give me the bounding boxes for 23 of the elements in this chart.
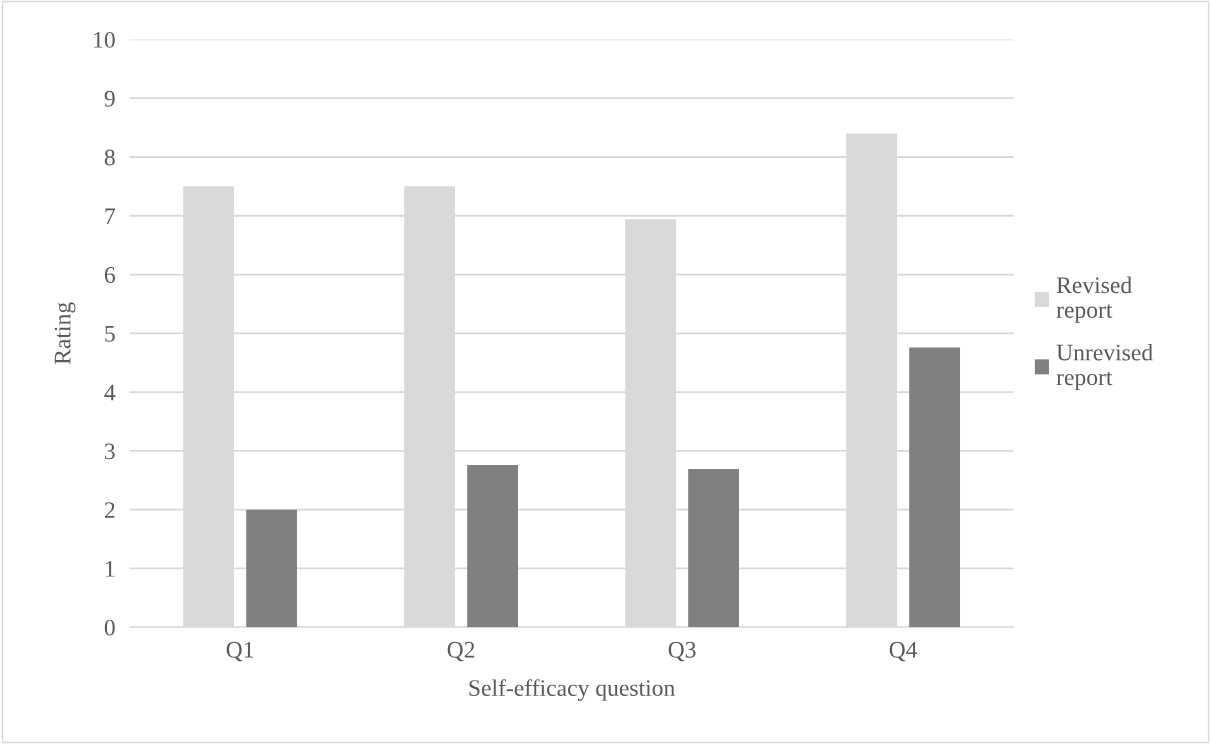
bar [688, 469, 740, 628]
x-tick-label: Q2 [447, 641, 475, 662]
y-tick-label: 9 [104, 90, 115, 107]
y-tick-label: 3 [105, 443, 115, 460]
y-tick-label: 8 [104, 149, 115, 166]
y-tick-label: 1 [105, 561, 115, 577]
bar [909, 347, 961, 628]
y-tick-label: 4 [104, 384, 116, 401]
x-tick-label: Q4 [889, 641, 918, 662]
x-tick-label: Q3 [668, 641, 696, 662]
y-tick-label: 0 [104, 619, 115, 636]
legend-label: Revised report [1056, 276, 1132, 323]
y-tick-label: 6 [104, 267, 115, 283]
y-tick-label: 10 [94, 31, 115, 48]
y-axis-title: Rating [54, 302, 76, 365]
y-tick-label: 5 [105, 326, 115, 342]
y-tick-label: 7 [105, 208, 116, 224]
legend-label: Unrevised report [1056, 343, 1153, 391]
x-tick-label: Q1 [226, 641, 254, 662]
bar [467, 464, 518, 628]
bar [246, 509, 297, 628]
y-tick-label: 2 [104, 502, 115, 518]
x-axis-title: Self-efficacy question [469, 679, 675, 701]
